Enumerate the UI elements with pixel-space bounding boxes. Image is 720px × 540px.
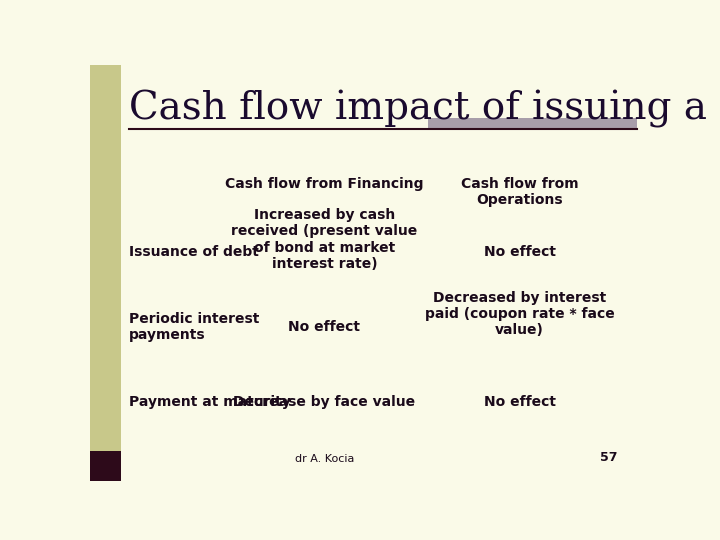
Text: Payment at maturity: Payment at maturity: [129, 395, 291, 409]
Text: Decreased by interest
paid (coupon rate * face
value): Decreased by interest paid (coupon rate …: [425, 291, 615, 338]
Text: Cash flow from
Operations: Cash flow from Operations: [461, 177, 578, 207]
Bar: [90, 65, 121, 481]
Text: dr A. Kocia: dr A. Kocia: [294, 454, 354, 464]
Text: Periodic interest
payments: Periodic interest payments: [129, 312, 259, 342]
Text: Issuance of debt: Issuance of debt: [129, 245, 259, 259]
Text: Cash flow impact of issuing a bond: Cash flow impact of issuing a bond: [129, 90, 720, 128]
Bar: [90, 451, 121, 481]
Text: No effect: No effect: [484, 395, 556, 409]
Text: Decrease by face value: Decrease by face value: [233, 395, 415, 409]
Bar: [428, 118, 636, 129]
Text: 57: 57: [600, 451, 618, 464]
Text: No effect: No effect: [288, 320, 361, 334]
Text: Cash flow from Financing: Cash flow from Financing: [225, 177, 423, 191]
Text: No effect: No effect: [484, 245, 556, 259]
Text: Increased by cash
received (present value
of bond at market
interest rate): Increased by cash received (present valu…: [231, 208, 418, 271]
